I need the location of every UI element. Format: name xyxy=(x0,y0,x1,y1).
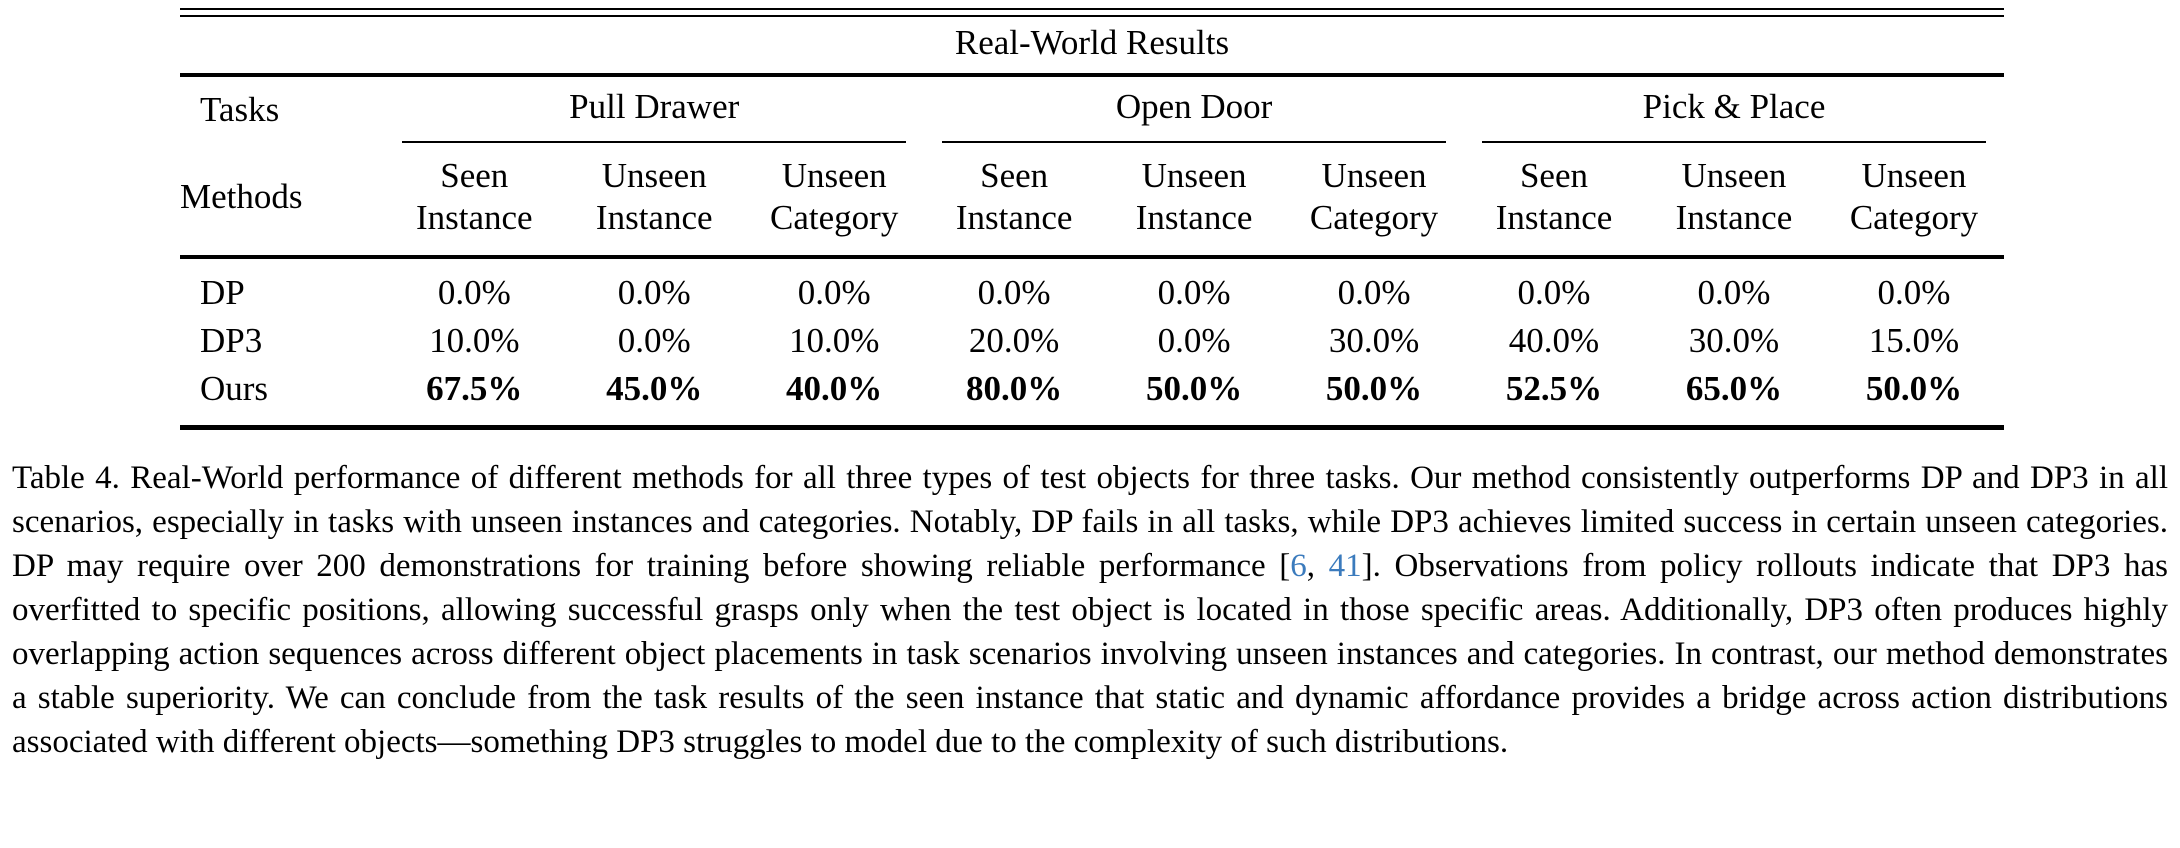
subheader-line: Instance xyxy=(1675,198,1793,237)
subheader-line: Unseen xyxy=(601,156,707,195)
value-cell: 0.0% xyxy=(617,321,691,360)
subheader-g1-unseen-category: Unseen Category xyxy=(744,143,925,259)
subheader-line: Instance xyxy=(1495,198,1613,237)
subheader-g3-unseen-instance: Unseen Instance xyxy=(1643,143,1824,259)
value-cell: 0.0% xyxy=(617,273,691,312)
value-cell: 10.0% xyxy=(788,321,880,360)
subheader-g1-unseen-instance: Unseen Instance xyxy=(564,143,745,259)
value-cell: 15.0% xyxy=(1868,321,1960,360)
subheader-line: Instance xyxy=(955,198,1073,237)
value-cell: 0.0% xyxy=(1337,273,1411,312)
value-cell: 45.0% xyxy=(564,365,745,430)
value-cell: 65.0% xyxy=(1643,365,1824,430)
table-top-double-rule xyxy=(180,8,2004,17)
value-cell: 67.5% xyxy=(384,365,565,430)
subheader-row: Methods Seen Instance Unseen Instance Un… xyxy=(180,143,2004,259)
group-pick-place: Pick & Place xyxy=(1464,75,2004,143)
results-table: Real-World Results Tasks Pull Drawer Ope… xyxy=(180,17,2004,430)
value-cell: 30.0% xyxy=(1328,321,1420,360)
group-label: Pick & Place xyxy=(1642,87,1826,126)
value-cell: 10.0% xyxy=(429,321,520,360)
subheader-g1-seen-instance: Seen Instance xyxy=(384,143,565,259)
caption-text: Table 4. Real-World performance of diffe… xyxy=(12,460,2168,584)
subheader-g2-seen-instance: Seen Instance xyxy=(924,143,1105,259)
value-cell: 50.0% xyxy=(1823,365,2004,430)
subheader-line: Unseen xyxy=(1861,156,1967,195)
subheader-line: Category xyxy=(1849,198,1979,237)
results-table-block: Real-World Results Tasks Pull Drawer Ope… xyxy=(180,8,2004,430)
subheader-line: Seen xyxy=(1519,156,1589,195)
group-label: Pull Drawer xyxy=(569,87,740,126)
value-cell: 0.0% xyxy=(1157,321,1231,360)
methods-label: Methods xyxy=(180,143,385,259)
citation-link-6[interactable]: 6 xyxy=(1290,548,1307,584)
subheader-line: Unseen xyxy=(781,156,887,195)
table-row-ours: Ours 67.5% 45.0% 40.0% 80.0% 50.0% 50.0%… xyxy=(180,365,2004,430)
subheader-line: Unseen xyxy=(1321,156,1427,195)
paper-page: Real-World Results Tasks Pull Drawer Ope… xyxy=(0,8,2180,848)
cmidrule-open-door xyxy=(942,141,1447,143)
subheader-g2-unseen-instance: Unseen Instance xyxy=(1104,143,1285,259)
table-row-dp: DP 0.0% 0.0% 0.0% 0.0% 0.0% 0.0% 0.0% 0.… xyxy=(180,257,2004,317)
value-cell: 50.0% xyxy=(1284,365,1465,430)
value-cell: 0.0% xyxy=(1877,273,1951,312)
task-group-row: Tasks Pull Drawer Open Door Pick & Place xyxy=(180,75,2004,143)
citation-link-41[interactable]: 41 xyxy=(1328,548,1362,584)
value-cell: 30.0% xyxy=(1688,321,1780,360)
value-cell: 0.0% xyxy=(1517,273,1591,312)
table-title: Real-World Results xyxy=(180,17,2004,77)
method-name: Ours xyxy=(180,365,385,430)
subheader-line: Seen xyxy=(980,156,1049,195)
group-pull-drawer: Pull Drawer xyxy=(384,75,924,143)
value-cell: 0.0% xyxy=(977,273,1051,312)
value-cell: 40.0% xyxy=(1508,321,1600,360)
subheader-line: Unseen xyxy=(1141,156,1247,195)
value-cell: 20.0% xyxy=(968,321,1060,360)
caption-text: , xyxy=(1306,548,1329,584)
value-cell: 0.0% xyxy=(437,273,511,312)
value-cell: 52.5% xyxy=(1464,365,1644,430)
value-cell: 0.0% xyxy=(1697,273,1771,312)
group-label: Open Door xyxy=(1115,87,1273,126)
subheader-line: Unseen xyxy=(1681,156,1787,195)
subheader-g2-unseen-category: Unseen Category xyxy=(1284,143,1465,259)
subheader-line: Seen xyxy=(440,156,509,195)
subheader-line: Instance xyxy=(595,198,713,237)
value-cell: 40.0% xyxy=(744,365,925,430)
cmidrule-pick-place xyxy=(1482,141,1986,143)
value-cell: 0.0% xyxy=(797,273,871,312)
table-row-dp3: DP3 10.0% 0.0% 10.0% 20.0% 0.0% 30.0% 40… xyxy=(180,317,2004,365)
subheader-g3-seen-instance: Seen Instance xyxy=(1464,143,1644,259)
title-row: Real-World Results xyxy=(180,17,2004,77)
value-cell: 0.0% xyxy=(1157,273,1231,312)
value-cell: 80.0% xyxy=(924,365,1105,430)
group-open-door: Open Door xyxy=(924,75,1464,143)
caption-text: ]. Observations from policy rollouts ind… xyxy=(12,548,2169,760)
tasks-label: Tasks xyxy=(200,90,280,129)
table-caption: Table 4. Real-World performance of diffe… xyxy=(12,456,2168,764)
method-name: DP3 xyxy=(200,321,263,360)
cmidrule-pull-drawer xyxy=(402,141,907,143)
method-name: DP xyxy=(200,273,245,312)
subheader-line: Instance xyxy=(415,198,533,237)
subheader-g3-unseen-category: Unseen Category xyxy=(1823,143,2004,259)
subheader-line: Category xyxy=(770,198,899,237)
value-cell: 50.0% xyxy=(1104,365,1285,430)
subheader-line: Category xyxy=(1309,198,1439,237)
subheader-line: Instance xyxy=(1135,198,1253,237)
